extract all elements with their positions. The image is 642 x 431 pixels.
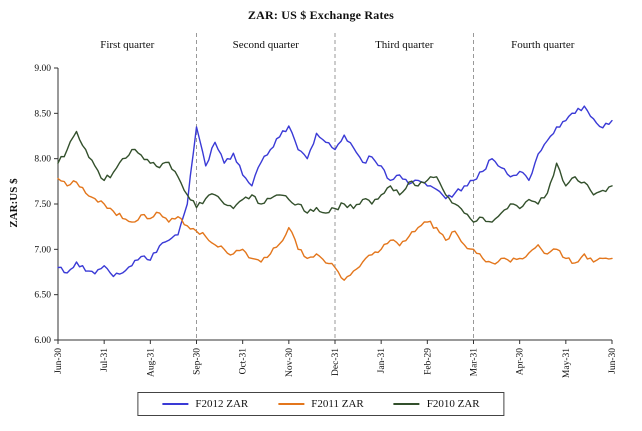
x-tick-label: Feb-29 [423,348,433,375]
x-tick-label: Jun-30 [608,348,618,374]
x-tick-label: Sep-30 [193,348,203,375]
legend-label-f2012: F2012 ZAR [195,398,249,410]
legend-line-swatch-f2011 [278,403,305,405]
quarter-label: Fourth quarter [511,39,575,51]
x-tick-label: Dec-31 [331,348,341,376]
y-tick-label: 8.00 [34,155,51,165]
legend-item-f2012: F2012 ZAR [162,398,248,410]
legend: F2012 ZAR F2011 ZAR F2010 ZAR [137,392,505,416]
legend-line-swatch-f2012 [162,403,189,405]
y-tick-label: 7.50 [34,200,51,210]
chart-title: ZAR: US $ Exchange Rates [247,8,395,22]
y-tick-label: 9.00 [34,64,51,74]
series-line-f2011-zar [57,177,613,281]
legend-label-f2011: F2011 ZAR [311,398,364,410]
y-tick-label: 6.50 [34,291,51,301]
x-tick-label: Mar-31 [470,348,480,377]
x-tick-label: Jan-31 [377,348,387,374]
series-line-f2010-zar [57,130,613,223]
y-tick-label: 8.50 [34,109,51,119]
x-tick-label: Nov-30 [285,348,295,377]
quarter-label: First quarter [100,39,154,51]
series-line-f2012-zar [57,105,613,278]
legend-item-f2010: F2010 ZAR [393,398,480,410]
x-tick-label: Jul-31 [100,348,110,372]
legend-line-swatch-f2010 [393,403,420,405]
x-tick-label: Apr-30 [516,348,526,375]
y-tick-label: 7.00 [34,245,51,255]
x-tick-label: Aug-31 [146,348,156,377]
x-tick-label: May-31 [562,348,572,378]
quarter-label: Third quarter [375,39,434,51]
exchange-rate-line-chart: First quarter Second quarter Third quarter… [34,33,618,378]
x-tick-label: Oct-31 [239,348,249,375]
x-tick-label: Jun-30 [54,348,64,374]
legend-item-f2011: F2011 ZAR [278,398,364,410]
quarter-label: Second quarter [233,39,300,51]
y-tick-label: 6.00 [34,336,51,346]
legend-label-f2010: F2010 ZAR [426,398,480,410]
